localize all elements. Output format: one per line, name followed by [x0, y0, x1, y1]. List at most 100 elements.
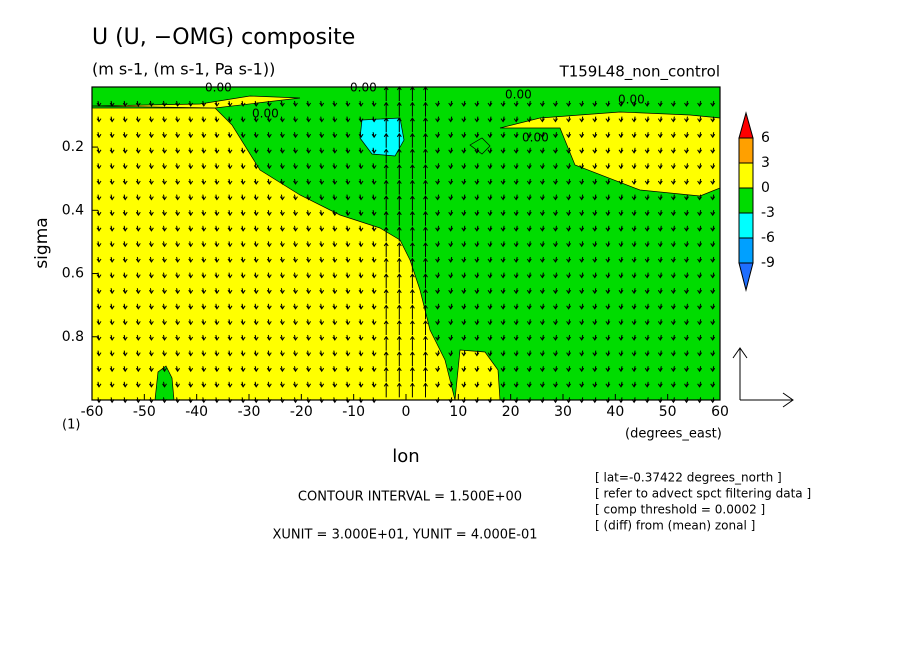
y-tick-label: 0.8 [62, 329, 84, 345]
vector-arrow [293, 303, 298, 310]
vector-arrow [162, 350, 167, 357]
vector-arrow [526, 163, 532, 170]
vector-arrow [306, 303, 312, 310]
vector-arrow [710, 178, 716, 185]
vector-arrow [618, 381, 624, 388]
vector-arrow [618, 366, 624, 373]
vector-arrow [670, 210, 676, 217]
vector-arrow [306, 210, 312, 217]
vector-arrow [306, 147, 312, 154]
vector-arrow [279, 116, 285, 123]
vector-arrow [474, 381, 480, 388]
vector-arrow [592, 241, 598, 248]
vector-arrow [448, 147, 454, 154]
vector-arrow [319, 303, 325, 310]
vector-arrow [500, 381, 506, 388]
vector-arrow [566, 256, 572, 263]
vector-arrow [670, 100, 676, 107]
vector-arrow [500, 100, 506, 107]
vector-arrow [201, 303, 207, 310]
vector-arrow [448, 116, 454, 123]
vector-arrow [487, 334, 493, 341]
vector-arrow [592, 225, 598, 232]
vector-arrow [227, 350, 233, 357]
vector-arrow [214, 100, 220, 107]
vector-arrow [227, 163, 233, 170]
vector-arrow [96, 381, 102, 388]
vector-arrow [670, 256, 676, 263]
x-tick-label: -50 [133, 404, 156, 420]
vector-arrow [539, 319, 545, 326]
vector-arrow [435, 381, 441, 388]
vector-arrow [592, 163, 598, 170]
vector-arrow [461, 288, 467, 295]
vector-arrow [214, 194, 220, 201]
vector-arrow [266, 100, 272, 107]
vector-arrow [605, 303, 611, 310]
vector-arrow [396, 335, 402, 351]
vector-arrow [332, 334, 338, 341]
vector-arrow [697, 100, 703, 107]
vector-arrow [396, 320, 402, 335]
vector-arrow [526, 334, 532, 341]
vector-arrow [448, 288, 454, 295]
vector-arrow [684, 272, 689, 279]
vector-arrow [358, 178, 364, 185]
colorbar-label: -9 [761, 255, 775, 271]
vector-arrow [526, 350, 532, 357]
vector-arrow [644, 272, 650, 279]
vector-arrow [383, 288, 389, 304]
vector-arrow [710, 194, 716, 201]
vector-arrow [279, 272, 285, 279]
vector-arrow [306, 178, 312, 185]
vector-arrow [461, 163, 467, 170]
vector-arrow [358, 334, 364, 341]
vector-arrow [109, 334, 115, 341]
vector-arrow [201, 210, 207, 217]
vector-arrow [319, 272, 325, 279]
vector-arrow [644, 350, 650, 357]
vector-arrow [358, 303, 364, 310]
vector-arrow [657, 100, 663, 107]
vector-arrow [306, 256, 312, 263]
vector-arrow [383, 273, 389, 289]
vector-arrow [135, 334, 141, 341]
vector-arrow [162, 225, 167, 232]
vector-arrow [279, 288, 285, 295]
vector-arrow [697, 225, 703, 232]
vector-arrow [474, 163, 480, 170]
vector-arrow [409, 335, 415, 351]
vector-arrow [227, 334, 233, 341]
vector-arrow [566, 116, 572, 123]
vector-arrow [162, 178, 167, 185]
vector-arrow [500, 132, 506, 139]
vector-arrow [644, 163, 650, 170]
vector-arrow [332, 100, 338, 107]
vector-arrow [293, 210, 298, 217]
vector-arrow [253, 132, 259, 139]
vector-arrow [423, 148, 428, 164]
vector-arrow [605, 256, 611, 263]
vector-arrow [188, 163, 194, 170]
vector-arrow [657, 116, 663, 123]
vector-arrow [539, 256, 545, 263]
vector-arrow [371, 366, 377, 373]
vector-arrow [214, 303, 220, 310]
vector-arrow [201, 381, 207, 388]
vector-arrow [631, 178, 637, 185]
x-tick-label: 60 [711, 404, 729, 420]
vector-arrow [148, 132, 154, 139]
vector-arrow [710, 132, 716, 139]
vector-arrow [279, 319, 285, 326]
vector-arrow [631, 132, 637, 139]
vector-arrow [631, 194, 637, 201]
vector-arrow [539, 178, 545, 185]
vector-arrow [266, 334, 272, 341]
vector-arrow [553, 116, 558, 123]
vector-arrow [513, 163, 519, 170]
vector-arrow [253, 210, 259, 217]
vector-arrow [474, 303, 480, 310]
vector-arrow [188, 366, 194, 373]
vector-arrow [409, 351, 415, 367]
vector-arrow [448, 210, 454, 217]
